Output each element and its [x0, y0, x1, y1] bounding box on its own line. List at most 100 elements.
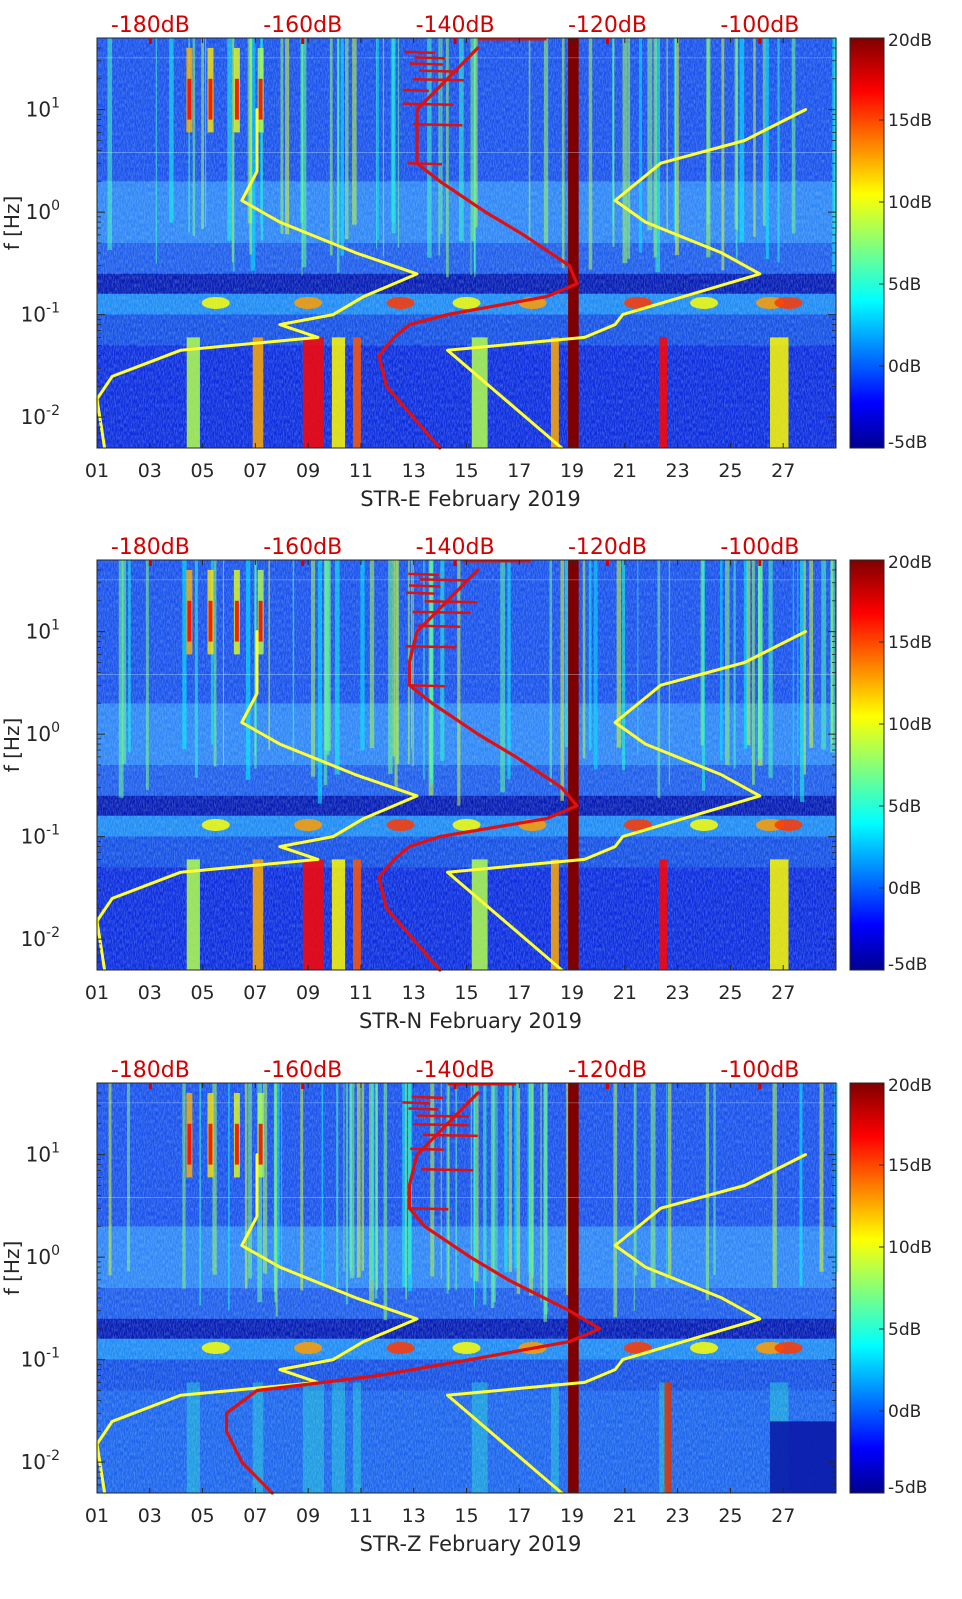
spectrogram-streak: [455, 1083, 458, 1290]
x-tick-label: 05: [190, 982, 214, 1004]
spectrogram-streak: [402, 1083, 407, 1287]
y-tick-label: 10-2: [21, 925, 60, 951]
spectrogram-lowfreq-column: [550, 337, 559, 448]
y-tick-label: 100: [26, 1243, 60, 1269]
station-noise-curve-segment: [409, 62, 443, 66]
spectrogram-streak: [772, 1083, 777, 1288]
spectrogram-streak: [249, 38, 252, 255]
colorbar: 20dB 15dB 10dB 5dB 0dB -5dB: [849, 1076, 932, 1498]
x-tick-label: 23: [666, 460, 690, 482]
y-tick-label: 10-2: [21, 1448, 60, 1474]
x-tick-label: 07: [243, 982, 267, 1004]
x-tick-label: 19: [560, 1505, 584, 1527]
y-tick-label: 10-1: [21, 823, 60, 849]
top-db-tick-label: -120dB: [568, 1058, 647, 1083]
spectrogram-streak: [616, 560, 622, 748]
top-db-tick-label: -100dB: [720, 13, 799, 38]
noise-model-curve-1: [95, 630, 419, 972]
spectrogram-streak: [483, 1083, 487, 1305]
spectrogram-microseism: [452, 1341, 481, 1354]
spectrogram-streak: [734, 38, 739, 230]
spectrogram-streak: [278, 1083, 280, 1269]
y-tick-exponent: 0: [51, 720, 60, 736]
station-noise-curve-segment: [419, 578, 467, 582]
noise-model-curve-1: [95, 1153, 419, 1495]
spectrogram-streak: [231, 38, 234, 263]
station-noise-curve: [377, 568, 579, 972]
spectrogram-streak: [831, 560, 833, 745]
spectrogram-streak: [446, 38, 449, 278]
spectrogram-streak: [392, 560, 396, 757]
colorbar-tick-label: 15dB: [888, 1156, 932, 1176]
spectrogram-streak: [383, 1083, 388, 1321]
spectrogram-streak: [250, 38, 256, 271]
spectrogram-streak: [145, 560, 149, 791]
x-tick-label: 11: [349, 460, 373, 482]
spectrogram-streak: [268, 560, 271, 750]
spectrogram-streak: [725, 560, 730, 765]
spectrogram-streak: [622, 38, 628, 264]
spectrogram-streak: [182, 560, 187, 750]
station-noise-curve-segment: [410, 1147, 444, 1152]
y-tick-label: 10-1: [21, 1346, 60, 1372]
spectrogram-streak: [345, 1083, 348, 1305]
colorbar-tick-label: -5dB: [888, 433, 927, 453]
spectrogram-streak: [199, 1083, 202, 1306]
x-tick-label: 15: [454, 1505, 478, 1527]
top-db-tick-label: -160dB: [263, 1058, 342, 1083]
colorbar-tick-label: 20dB: [888, 1076, 932, 1096]
y-tick-exponent: 0: [51, 1243, 60, 1259]
x-tick-label: 27: [771, 982, 795, 1004]
spectrogram-texture: [97, 1083, 836, 1493]
spectrogram-streak: [340, 38, 344, 256]
spectrogram-streak: [612, 38, 615, 247]
top-db-tick-label: -180dB: [111, 535, 190, 560]
spectrogram-streak: [588, 560, 592, 751]
spectrogram-microseism: [201, 296, 230, 309]
y-tick-base: 10: [26, 722, 51, 746]
spectrogram-streak: [254, 560, 257, 769]
spectrogram-streak: [528, 38, 531, 243]
spectrogram-streak: [345, 38, 349, 240]
spectrogram-streak: [757, 560, 763, 760]
spectrogram-streak: [673, 38, 677, 240]
colorbar-tick-label: 5dB: [888, 275, 921, 295]
spectrogram-microseism: [294, 296, 323, 309]
station-noise-curve-segment: [421, 1168, 474, 1172]
spectrogram-lowfreq-column: [252, 337, 264, 448]
spectrogram-streak: [446, 1083, 449, 1294]
spectrogram-streak: [201, 38, 204, 229]
station-noise-curve-segment: [416, 1114, 469, 1118]
spectrogram-streak: [543, 38, 549, 244]
y-axis-label: f [Hz]: [0, 718, 24, 773]
spectrogram-streak: [504, 1083, 508, 1273]
spectrogram-streak: [245, 560, 251, 780]
spectrogram-streak: [706, 38, 711, 258]
spectrogram-streak: [593, 560, 598, 770]
spectrogram-streak: [821, 560, 827, 750]
y-tick-base: 10: [21, 825, 46, 849]
spectrogram-lowfreq-column: [302, 1382, 324, 1493]
station-noise-curve-segment: [418, 69, 459, 73]
station-noise-curve-segment: [412, 123, 463, 127]
spectrogram-lowfreq-column: [664, 1382, 672, 1493]
spectrogram-texture: [97, 560, 836, 970]
x-tick-label: 13: [402, 1505, 426, 1527]
spectrogram-streak: [470, 1083, 473, 1278]
spectrogram-streak: [108, 1083, 112, 1276]
spectrogram-streak: [566, 1083, 569, 1296]
spectrogram-streak: [705, 1083, 710, 1300]
spectrogram-lowfreq-column: [186, 859, 200, 970]
spectrogram-microseism: [201, 1341, 230, 1354]
x-axis: 01 03 05 07 09 11 13 15 17 19 21 23 25 27: [85, 1083, 795, 1527]
spectrogram-burst: [258, 600, 263, 642]
spectrogram-streak: [492, 1083, 496, 1303]
top-db-tick-label: -180dB: [111, 13, 190, 38]
spectrogram-microseism: [624, 296, 653, 309]
spectrogram-streak: [458, 38, 464, 242]
x-tick-label: 03: [138, 460, 162, 482]
spectrogram-streak: [423, 560, 425, 780]
spectrogram-streak: [356, 1083, 361, 1278]
spectrogram-streak: [430, 1083, 435, 1277]
y-tick-label: 101: [26, 1141, 60, 1167]
